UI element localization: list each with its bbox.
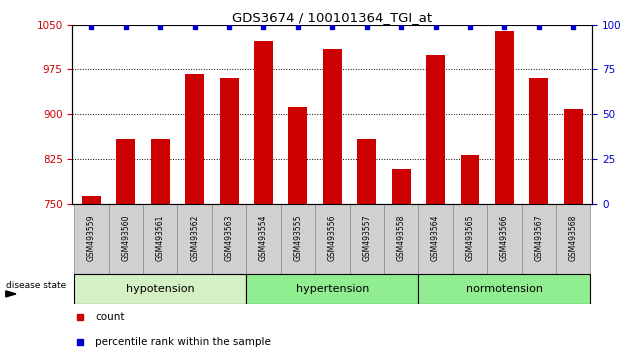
Bar	[212, 204, 246, 274]
Bar	[461, 155, 479, 204]
Text: percentile rank within the sample: percentile rank within the sample	[95, 337, 271, 347]
Bar	[151, 139, 169, 204]
Bar	[281, 204, 315, 274]
Bar	[74, 274, 246, 304]
Bar	[74, 204, 108, 274]
Bar	[246, 274, 418, 304]
Text: count: count	[95, 312, 125, 322]
Bar	[564, 109, 583, 204]
Text: GSM493559: GSM493559	[87, 214, 96, 261]
Bar	[220, 78, 239, 204]
Text: GSM493562: GSM493562	[190, 214, 199, 261]
Text: GSM493558: GSM493558	[397, 214, 406, 261]
Bar	[529, 78, 548, 204]
Bar	[117, 139, 135, 204]
Bar	[392, 169, 411, 204]
Text: GSM493565: GSM493565	[466, 214, 474, 261]
Text: hypotension: hypotension	[126, 284, 195, 295]
Bar	[418, 204, 453, 274]
Bar	[323, 48, 342, 204]
Text: GSM493561: GSM493561	[156, 214, 164, 261]
Bar	[178, 204, 212, 274]
Bar	[495, 31, 514, 204]
Bar	[384, 204, 418, 274]
Bar	[487, 204, 522, 274]
Text: GSM493555: GSM493555	[294, 214, 302, 261]
Text: GSM493560: GSM493560	[122, 214, 130, 261]
Text: GSM493566: GSM493566	[500, 214, 509, 261]
Bar	[357, 139, 376, 204]
Bar	[246, 204, 281, 274]
Text: GSM493564: GSM493564	[431, 214, 440, 261]
Bar	[556, 204, 590, 274]
Bar	[453, 204, 487, 274]
Bar	[426, 55, 445, 204]
Bar	[185, 74, 204, 204]
Text: GSM493567: GSM493567	[534, 214, 543, 261]
Text: normotension: normotension	[466, 284, 543, 295]
Bar	[254, 41, 273, 204]
Bar	[418, 274, 590, 304]
Bar	[82, 196, 101, 204]
Text: disease state: disease state	[6, 281, 66, 290]
Text: GSM493554: GSM493554	[259, 214, 268, 261]
Bar	[289, 107, 307, 204]
Polygon shape	[6, 291, 16, 297]
Bar	[522, 204, 556, 274]
Text: GSM493568: GSM493568	[569, 214, 578, 261]
Title: GDS3674 / 100101364_TGI_at: GDS3674 / 100101364_TGI_at	[232, 11, 432, 24]
Bar	[143, 204, 178, 274]
Text: GSM493557: GSM493557	[362, 214, 371, 261]
Bar	[350, 204, 384, 274]
Text: GSM493556: GSM493556	[328, 214, 337, 261]
Bar	[108, 204, 143, 274]
Text: GSM493563: GSM493563	[224, 214, 234, 261]
Text: hypertension: hypertension	[295, 284, 369, 295]
Bar	[315, 204, 350, 274]
